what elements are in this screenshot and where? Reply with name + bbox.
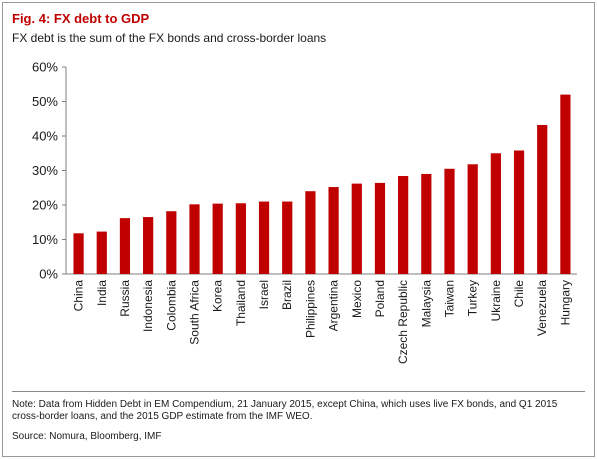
y-tick-label: 60% (32, 60, 58, 75)
x-tick-label: Russia (118, 280, 132, 317)
x-tick-label: Brazil (280, 280, 294, 310)
bar (398, 176, 409, 274)
bar (467, 164, 478, 274)
x-tick-label: China (72, 280, 86, 312)
x-tick-label: Israel (257, 280, 271, 309)
bar (258, 201, 270, 274)
bar (490, 153, 501, 274)
bar (560, 94, 571, 274)
y-tick-label: 30% (32, 163, 58, 178)
x-tick-label: Thailand (234, 280, 248, 326)
bar (189, 204, 200, 274)
chart-subtitle: FX debt is the sum of the FX bonds and c… (12, 31, 327, 45)
x-tick-label: Argentina (327, 280, 341, 332)
chart-title: Fig. 4: FX debt to GDP (12, 11, 150, 26)
x-tick-label: Venezuela (535, 280, 549, 336)
x-tick-label: Mexico (350, 280, 364, 318)
x-tick-label: Korea (211, 280, 225, 312)
y-tick-label: 0% (39, 267, 58, 282)
y-tick-label: 10% (32, 232, 58, 247)
bar-chart: 0% 10% 20% 30% 40% 50% 60% China India Russia Indo… (32, 60, 577, 364)
x-tick-label: Turkey (466, 280, 480, 316)
chart-source: Source: Nomura, Bloomberg, IMF (12, 431, 162, 442)
y-tick-label: 50% (32, 94, 58, 109)
footnote-divider (12, 391, 585, 392)
bar (537, 124, 548, 275)
x-tick-label: Chile (512, 280, 526, 308)
bar (235, 203, 246, 274)
bar (143, 217, 154, 274)
bar (96, 231, 107, 274)
x-tick-label: Colombia (164, 280, 178, 331)
x-tick-label: Philippines (303, 280, 317, 338)
bar (444, 168, 455, 274)
bar (328, 187, 339, 274)
bar (282, 201, 293, 274)
y-tick-label: 40% (32, 129, 58, 144)
x-tick-label: Poland (373, 280, 387, 317)
x-tick-label: South Africa (188, 280, 202, 345)
bar (351, 183, 362, 274)
bar (119, 218, 131, 274)
bar (305, 191, 316, 274)
x-tick-label: Czech Republic (396, 280, 410, 364)
x-tick-label: Ukraine (489, 280, 503, 322)
chart-note: Note: Data from Hidden Debt in EM Compen… (12, 399, 558, 422)
bar (212, 203, 223, 274)
bar (513, 150, 525, 274)
x-tick-label: Taiwan (443, 280, 457, 317)
bar (374, 182, 386, 274)
bar (73, 233, 84, 274)
x-tick-label: India (95, 280, 109, 306)
x-tick-label: Indonesia (141, 280, 155, 332)
y-tick-label: 20% (32, 198, 58, 213)
x-tick-label: Hungary (558, 280, 572, 325)
x-tick-label: Malaysia (419, 280, 433, 328)
bar (166, 211, 177, 274)
bar (421, 173, 432, 274)
